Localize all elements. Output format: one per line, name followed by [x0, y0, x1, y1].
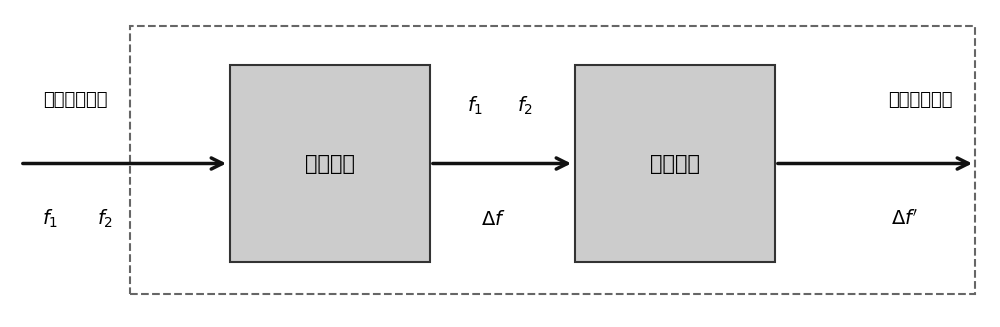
Text: $\Delta f^{\prime}$: $\Delta f^{\prime}$: [891, 209, 919, 229]
Bar: [230, 65, 430, 262]
Bar: [130, 26, 975, 294]
Text: $f_1$: $f_1$: [42, 208, 58, 230]
Text: $f_1$: $f_1$: [467, 95, 483, 117]
Text: $f_2$: $f_2$: [97, 208, 113, 230]
Text: 频率测量: 频率测量: [305, 153, 355, 174]
Text: $\Delta f$: $\Delta f$: [481, 210, 505, 229]
Text: 频率补偿输出: 频率补偿输出: [888, 91, 952, 109]
Text: 温度补偿: 温度补偿: [650, 153, 700, 174]
Bar: [575, 65, 775, 262]
Text: $f_2$: $f_2$: [517, 95, 533, 117]
Text: 原始频率信号: 原始频率信号: [43, 91, 107, 109]
